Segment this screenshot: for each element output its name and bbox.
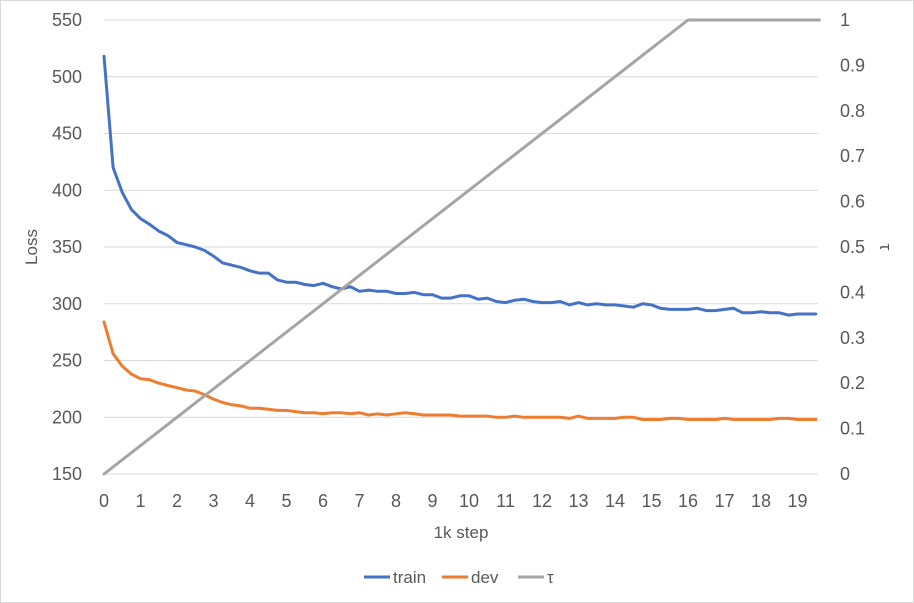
- y-tick-label: 350: [52, 237, 82, 257]
- y-axis-title: Loss: [22, 229, 41, 265]
- y-tick-label: 500: [52, 67, 82, 87]
- legend-label: train: [393, 568, 426, 587]
- y2-tick-label: 0: [840, 464, 850, 484]
- x-tick-label: 4: [245, 491, 255, 511]
- y2-tick-label: 0.3: [840, 328, 865, 348]
- y2-tick-label: 0.7: [840, 146, 865, 166]
- y2-tick-label: 0.9: [840, 55, 865, 75]
- y-tick-label: 250: [52, 351, 82, 371]
- y-tick-label: 450: [52, 124, 82, 144]
- y-tick-label: 150: [52, 464, 82, 484]
- series-line-tau: [102, 18, 821, 476]
- x-tick-label: 16: [678, 491, 698, 511]
- x-tick-label: 14: [605, 491, 625, 511]
- series-line-dev: [102, 320, 818, 421]
- x-tick-label: 13: [568, 491, 588, 511]
- y2-tick-label: 0.2: [840, 373, 865, 393]
- y2-tick-label: 0.1: [840, 419, 865, 439]
- legend-label: τ: [547, 568, 554, 587]
- y-tick-label: 200: [52, 407, 82, 427]
- y2-tick-label: 1: [840, 10, 850, 30]
- y2-tick-label: 0.5: [840, 237, 865, 257]
- y-tick-label: 300: [52, 294, 82, 314]
- y2-tick-label: 0.4: [840, 282, 865, 302]
- x-tick-label: 8: [391, 491, 401, 511]
- y-tick-label: 550: [52, 10, 82, 30]
- y-tick-label: 400: [52, 180, 82, 200]
- x-tick-label: 1: [135, 491, 145, 511]
- x-tick-label: 12: [532, 491, 552, 511]
- x-tick-label: 15: [641, 491, 661, 511]
- x-tick-label: 19: [787, 491, 807, 511]
- y2-tick-label: 0.8: [840, 101, 865, 121]
- y2-axis-title: τ: [876, 244, 895, 251]
- x-tick-label: 5: [281, 491, 291, 511]
- legend-label: dev: [471, 568, 499, 587]
- series-line-train: [102, 54, 818, 317]
- x-tick-label: 17: [714, 491, 734, 511]
- x-tick-label: 11: [496, 491, 515, 511]
- x-tick-label: 2: [172, 491, 182, 511]
- x-tick-label: 0: [99, 491, 109, 511]
- x-tick-label: 18: [751, 491, 771, 511]
- x-tick-label: 3: [208, 491, 218, 511]
- x-tick-label: 6: [318, 491, 328, 511]
- x-tick-label: 10: [459, 491, 479, 511]
- x-axis-title: 1k step: [434, 523, 489, 542]
- x-tick-label: 7: [354, 491, 364, 511]
- x-tick-label: 9: [427, 491, 437, 511]
- y2-tick-label: 0.6: [840, 192, 865, 212]
